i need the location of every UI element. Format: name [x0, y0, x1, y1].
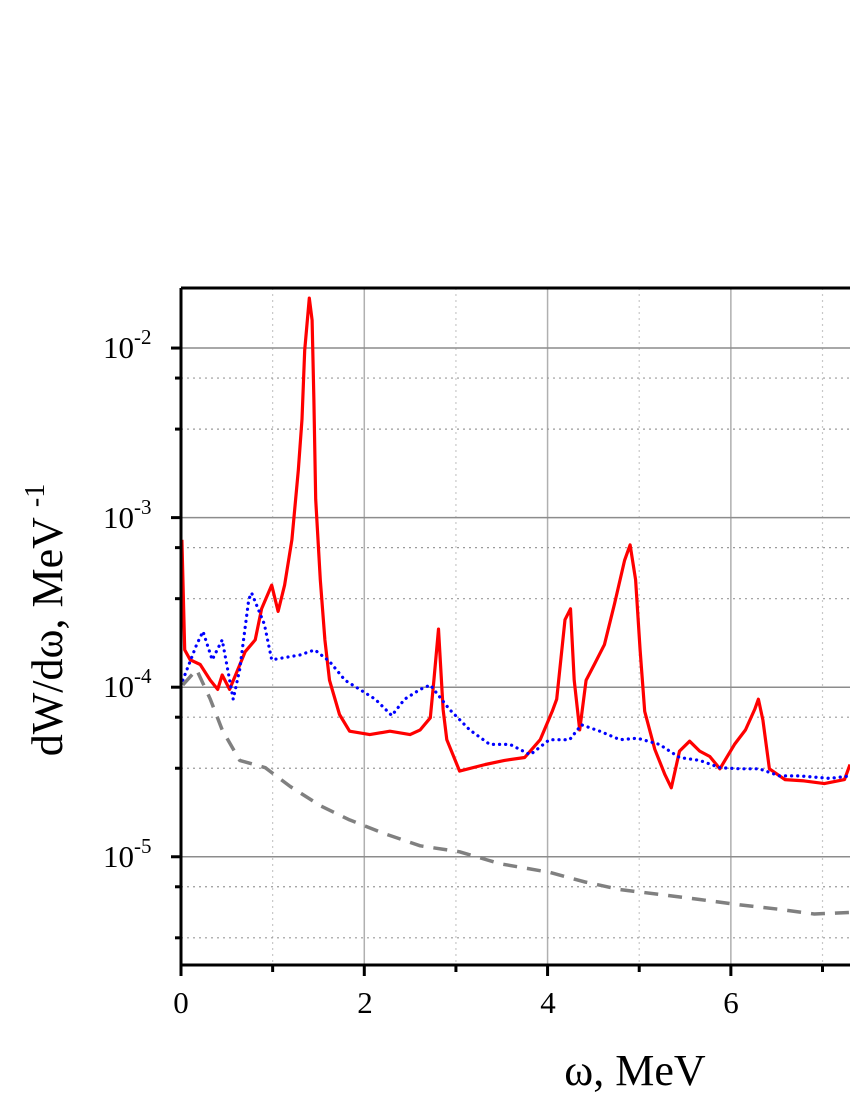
grid [181, 288, 850, 965]
y-tick-label: 10-3 [103, 495, 152, 535]
x-tick-label: 2 [357, 985, 373, 1020]
y-tick-label: 10-5 [103, 834, 152, 874]
x-axis-label: ω, MeV [564, 1046, 706, 1095]
series-line-dashed [181, 667, 850, 916]
y-tick-label: 10-2 [103, 325, 152, 365]
x-tick-label: 0 [173, 985, 189, 1020]
series-line-solid [180, 296, 850, 790]
axes [171, 286, 850, 976]
x-tick-label: 6 [723, 985, 739, 1020]
series-line-dotted [181, 591, 850, 780]
y-axis-label: dW/dω, MeV-1 [20, 484, 72, 756]
y-tick-label: 10-4 [103, 664, 152, 704]
plot-area [180, 296, 850, 916]
x-tick-label: 4 [540, 985, 556, 1020]
